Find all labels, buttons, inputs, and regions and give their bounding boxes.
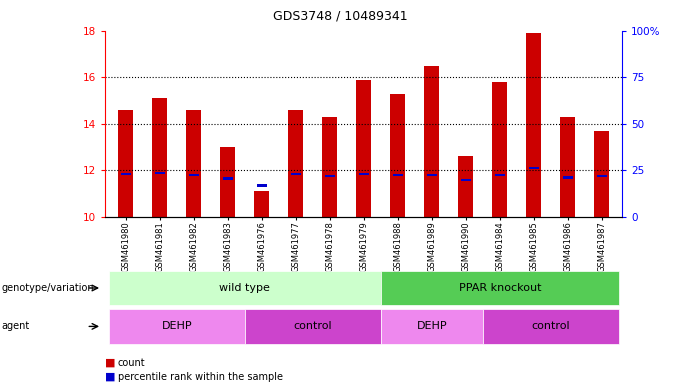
Bar — [390, 94, 405, 217]
Bar — [152, 98, 167, 217]
Bar — [594, 131, 609, 217]
Bar — [325, 175, 335, 177]
Text: percentile rank within the sample: percentile rank within the sample — [118, 372, 283, 382]
Bar — [526, 33, 541, 217]
Text: ■: ■ — [105, 372, 116, 382]
Bar — [322, 117, 337, 217]
Text: genotype/variation: genotype/variation — [1, 283, 94, 293]
Bar — [424, 66, 439, 217]
Text: agent: agent — [1, 321, 30, 331]
Text: control: control — [532, 321, 570, 331]
Bar — [597, 175, 607, 177]
Bar — [427, 174, 437, 176]
Text: GDS3748 / 10489341: GDS3748 / 10489341 — [273, 10, 407, 23]
Bar — [189, 174, 199, 176]
Bar — [461, 179, 471, 181]
Text: DEHP: DEHP — [416, 321, 447, 331]
Bar — [121, 173, 131, 175]
Bar — [356, 79, 371, 217]
Bar — [118, 110, 133, 217]
Bar — [359, 173, 369, 175]
Bar — [560, 117, 575, 217]
Text: PPAR knockout: PPAR knockout — [458, 283, 541, 293]
Text: ■: ■ — [105, 358, 116, 368]
Bar — [223, 177, 233, 180]
Bar — [458, 156, 473, 217]
Text: count: count — [118, 358, 146, 368]
Bar — [186, 110, 201, 217]
Bar — [529, 167, 539, 169]
Text: control: control — [294, 321, 332, 331]
Bar — [288, 110, 303, 217]
Bar — [155, 172, 165, 174]
Bar — [254, 191, 269, 217]
Bar — [291, 173, 301, 175]
Bar — [494, 174, 505, 176]
Bar — [563, 176, 573, 179]
Text: DEHP: DEHP — [161, 321, 192, 331]
Bar — [492, 82, 507, 217]
Bar — [257, 184, 267, 187]
Bar — [393, 174, 403, 176]
Bar — [220, 147, 235, 217]
Text: wild type: wild type — [220, 283, 270, 293]
